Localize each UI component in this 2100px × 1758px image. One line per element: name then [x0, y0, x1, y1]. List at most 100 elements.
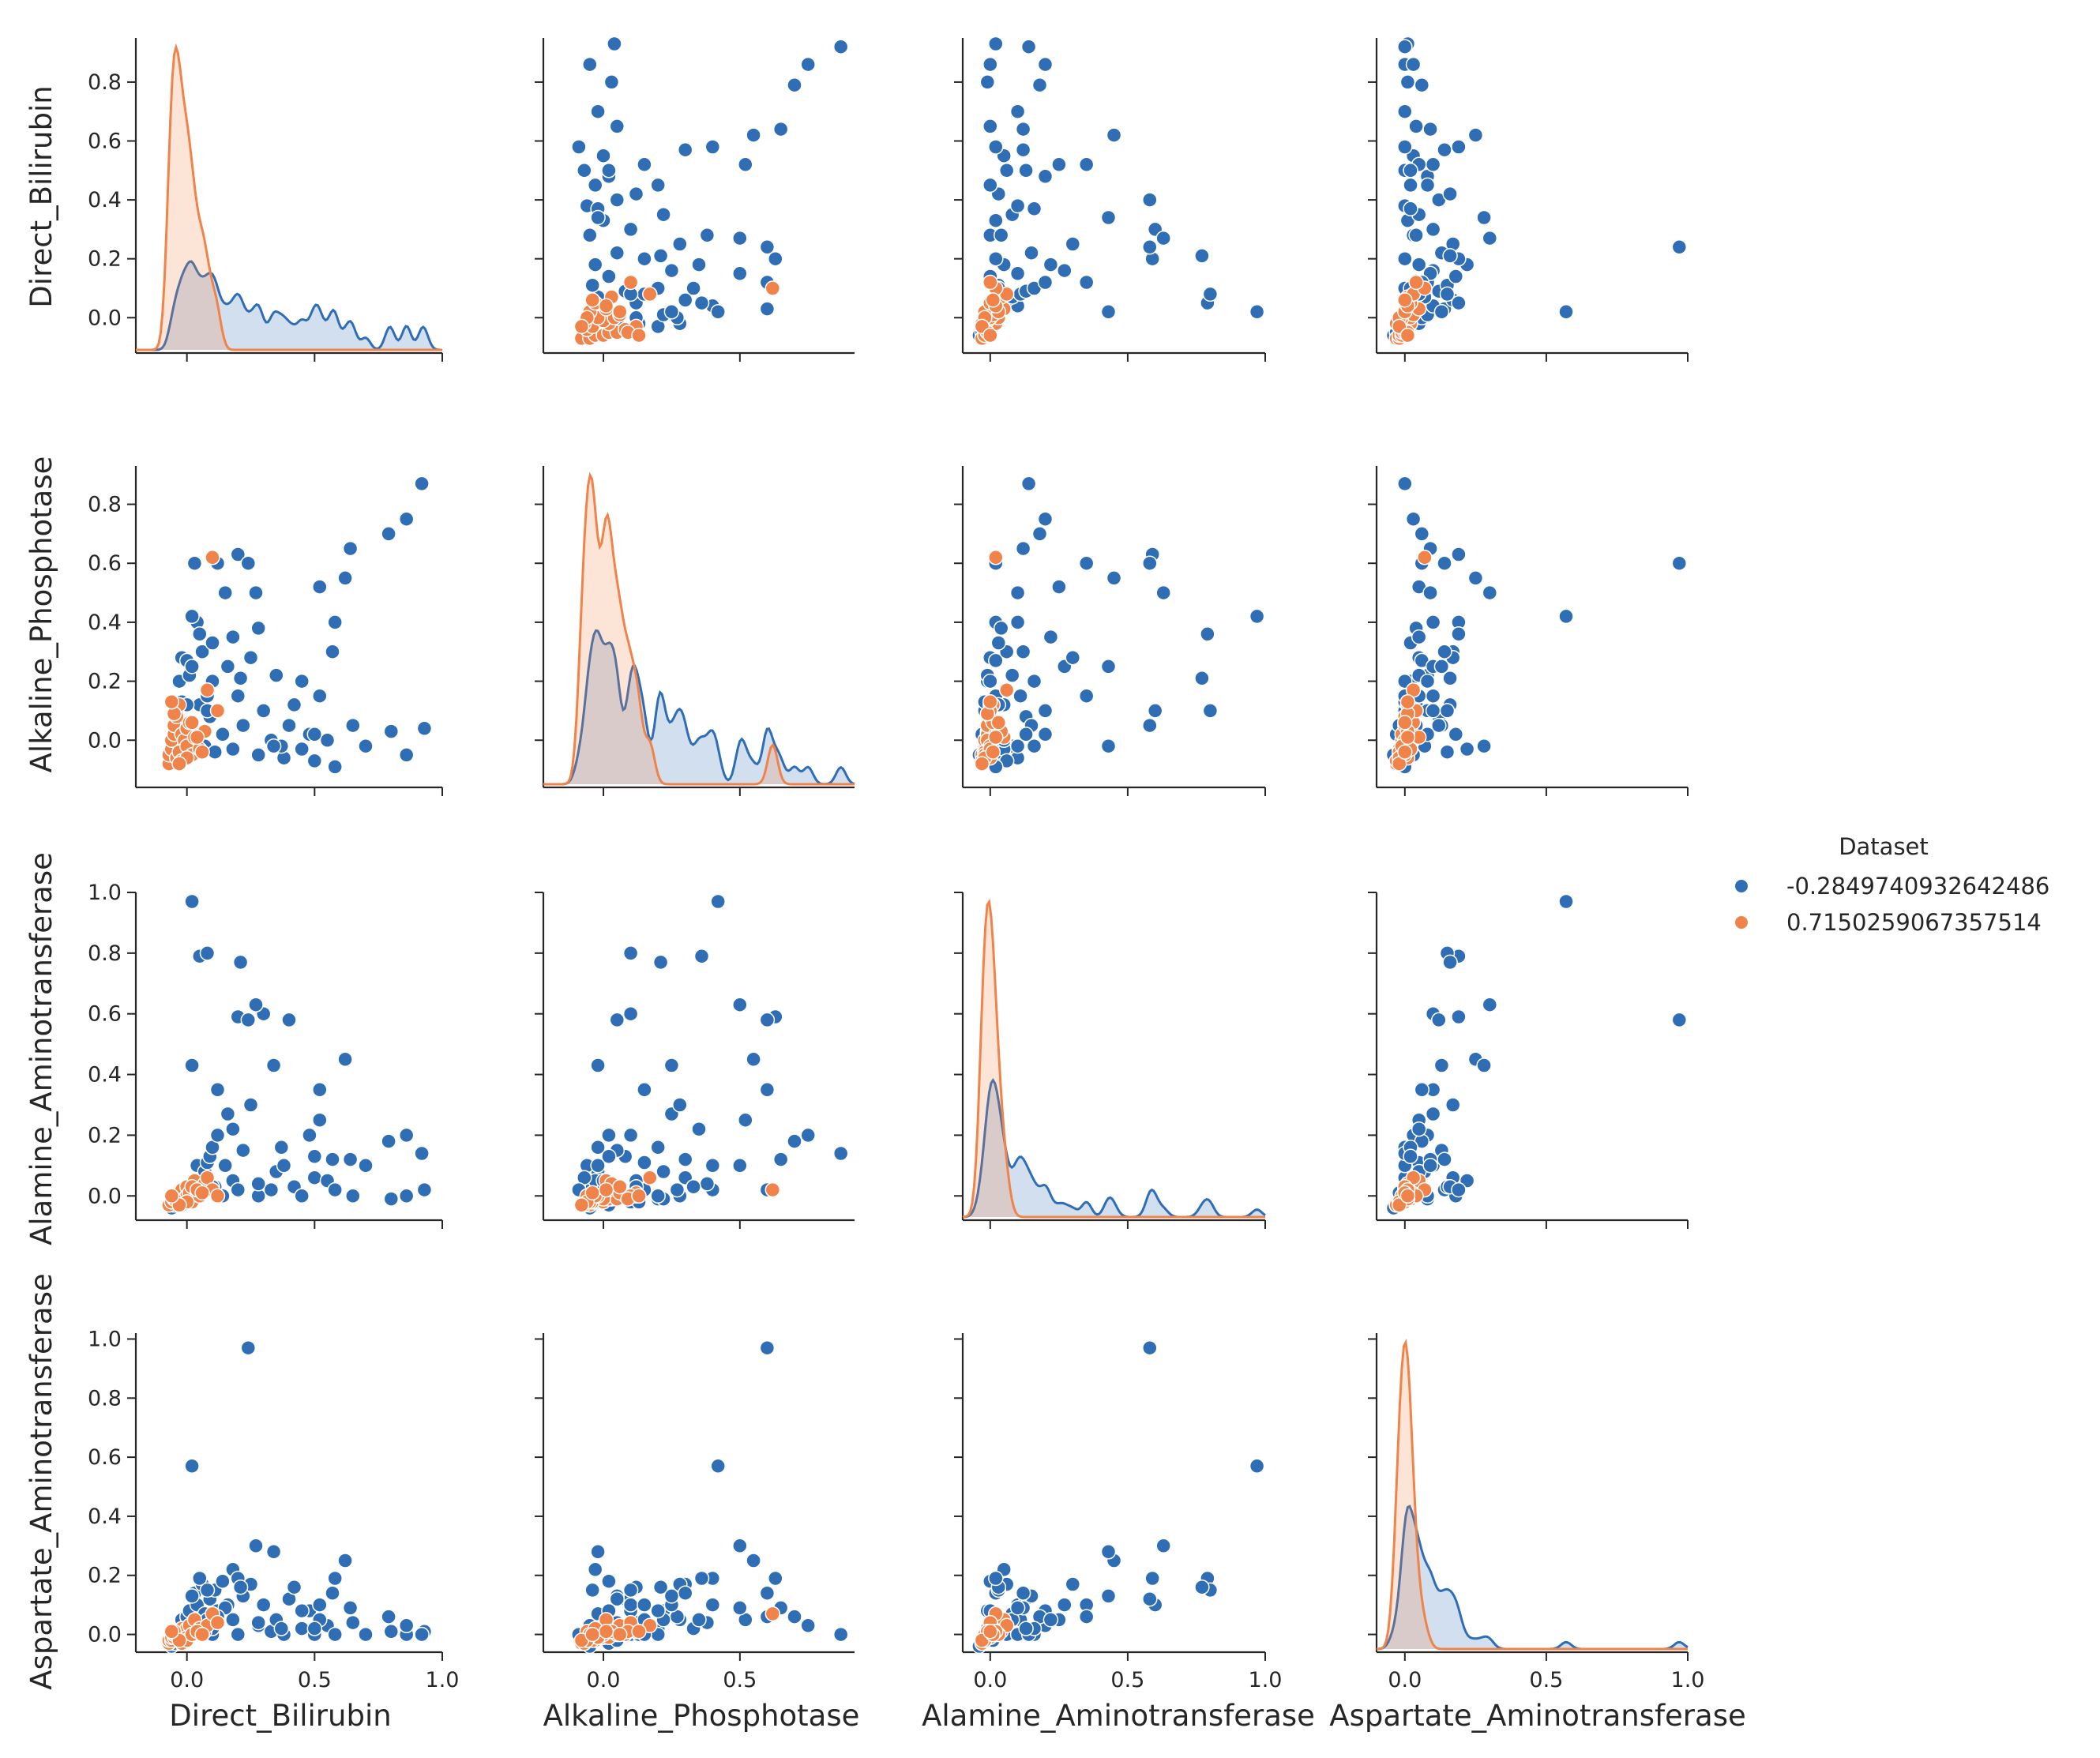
- scatter-point-series-0: [1397, 39, 1413, 54]
- scatter-point-series-0: [225, 1612, 241, 1628]
- scatter-point-series-0: [622, 945, 639, 961]
- scatter-point-series-0: [637, 1082, 652, 1098]
- scatter-point-series-0: [414, 1145, 430, 1162]
- scatter-point-series-0: [1018, 727, 1034, 742]
- scatter-point-series-0: [677, 292, 693, 308]
- scatter-point-series-0: [1037, 56, 1054, 73]
- scatter-point-series-0: [1147, 703, 1163, 719]
- scatter-point-series-0: [998, 163, 1015, 178]
- scatter-point-series-0: [215, 727, 231, 742]
- scatter-point-series-0: [746, 127, 761, 143]
- scatter-point-series-0: [265, 1057, 282, 1073]
- scatter-point-series-0: [1249, 1458, 1265, 1474]
- scatter-point-series-0: [993, 227, 1009, 243]
- scatter-point-series-0: [414, 475, 430, 492]
- scatter-point-series-0: [294, 673, 310, 689]
- scatter-point-series-0: [652, 954, 669, 971]
- scatter-point-series-0: [230, 1181, 246, 1198]
- scatter-point-series-0: [242, 1097, 259, 1113]
- scatter-point-series-0: [184, 1057, 200, 1073]
- scatter-point-series-0: [1015, 540, 1031, 557]
- scatter-point-series-0: [1078, 555, 1095, 571]
- scatter-point-series-0: [225, 741, 241, 757]
- scatter-point-series-1: [1399, 327, 1416, 344]
- panel-alamine-aminotransferase-vs-direct-bilirubin: 0.0 0.2 0.4 0.6 0.8 1.0: [88, 881, 443, 1229]
- scatter-point-series-0: [416, 1181, 433, 1198]
- scatter-point-series-0: [1155, 230, 1171, 246]
- scatter-point-series-1: [982, 1624, 998, 1640]
- scatter-point-series-0: [1451, 547, 1467, 562]
- kde-line-series-1: [1376, 1339, 1688, 1651]
- scatter-point-series-0: [209, 1082, 226, 1098]
- scatter-point-series-0: [327, 614, 343, 630]
- x-tick-label: 0.0: [170, 1668, 204, 1692]
- scatter-point-series-0: [704, 1158, 721, 1174]
- scatter-point-series-0: [1202, 703, 1219, 719]
- scatter-point-series-1: [598, 1181, 614, 1198]
- scatter-point-series-0: [306, 1170, 323, 1185]
- scatter-point-series-0: [184, 659, 200, 674]
- scatter-point-series-0: [988, 1570, 1004, 1587]
- scatter-point-series-0: [1015, 1585, 1031, 1601]
- scatter-point-series-0: [746, 1553, 761, 1568]
- scatter-point-series-0: [1100, 209, 1117, 226]
- scatter-point-series-0: [1414, 77, 1430, 93]
- scatter-point-series-0: [306, 1148, 323, 1165]
- scatter-point-series-0: [759, 239, 776, 255]
- scatter-point-series-0: [590, 1140, 606, 1155]
- scatter-point-series-0: [1051, 156, 1067, 173]
- scatter-point-series-0: [732, 1600, 748, 1616]
- scatter-point-series-0: [1439, 703, 1456, 719]
- scatter-point-series-0: [584, 277, 600, 293]
- scatter-point-series-1: [573, 1197, 590, 1213]
- scatter-point-series-0: [1051, 579, 1067, 595]
- scatter-point-series-0: [1026, 738, 1042, 754]
- scatter-point-series-0: [232, 1579, 249, 1595]
- kde-line-series-1: [962, 898, 1265, 1219]
- scatter-point-series-1: [598, 1624, 614, 1640]
- scatter-point-series-0: [250, 1614, 266, 1631]
- scatter-point-series-0: [1467, 127, 1484, 143]
- scatter-point-series-0: [663, 304, 680, 320]
- scatter-point-series-0: [1194, 671, 1210, 686]
- scatter-point-series-0: [327, 1626, 343, 1643]
- scatter-point-series-0: [1425, 614, 1441, 630]
- x-tick-label: 0.5: [298, 1668, 332, 1692]
- scatter-point-series-0: [656, 206, 671, 223]
- scatter-point-series-0: [217, 584, 233, 601]
- scatter-point-series-0: [240, 1339, 257, 1356]
- scatter-point-series-0: [1004, 667, 1020, 683]
- scatter-point-series-0: [1009, 738, 1026, 754]
- scatter-point-series-0: [1558, 608, 1574, 625]
- scatter-point-series-0: [637, 156, 652, 173]
- scatter-point-series-1: [990, 715, 1007, 731]
- y-axis-labels: Direct_Bilirubin Alkaline_Phosphotase Al…: [24, 85, 58, 1689]
- kde-line-series-1: [543, 471, 855, 786]
- scatter-point-series-0: [677, 1151, 693, 1167]
- panel-direct-bilirubin-vs-aspartate-aminotransferase: [1368, 36, 1689, 362]
- scatter-point-series-0: [738, 156, 753, 173]
- scatter-point-series-0: [1065, 1576, 1081, 1592]
- scatter-point-series-0: [677, 141, 693, 158]
- scatter-point-series-0: [325, 1585, 340, 1601]
- scatter-point-series-0: [571, 139, 587, 155]
- scatter-point-series-1: [209, 1614, 226, 1631]
- scatter-point-series-1: [642, 1170, 658, 1185]
- scatter-point-series-0: [273, 1621, 290, 1636]
- scatter-point-series-1: [163, 1624, 180, 1640]
- scatter-point-series-0: [1024, 245, 1039, 261]
- scatter-point-series-0: [220, 659, 236, 674]
- scatter-point-series-0: [988, 250, 1004, 267]
- scatter-point-series-1: [988, 729, 1004, 746]
- scatter-point-series-0: [691, 257, 707, 272]
- scatter-point-series-0: [693, 295, 710, 311]
- scatter-point-series-1: [1399, 693, 1416, 710]
- scatter-point-series-0: [1425, 221, 1441, 238]
- scatter-point-series-0: [217, 1158, 233, 1174]
- scatter-point-series-1: [573, 318, 590, 335]
- scatter-point-series-1: [194, 744, 210, 760]
- kde-line-series-0: [136, 260, 442, 351]
- y-tick-label: 0.2: [88, 1564, 122, 1588]
- scatter-point-series-0: [607, 36, 622, 52]
- scatter-point-series-0: [1057, 1597, 1073, 1613]
